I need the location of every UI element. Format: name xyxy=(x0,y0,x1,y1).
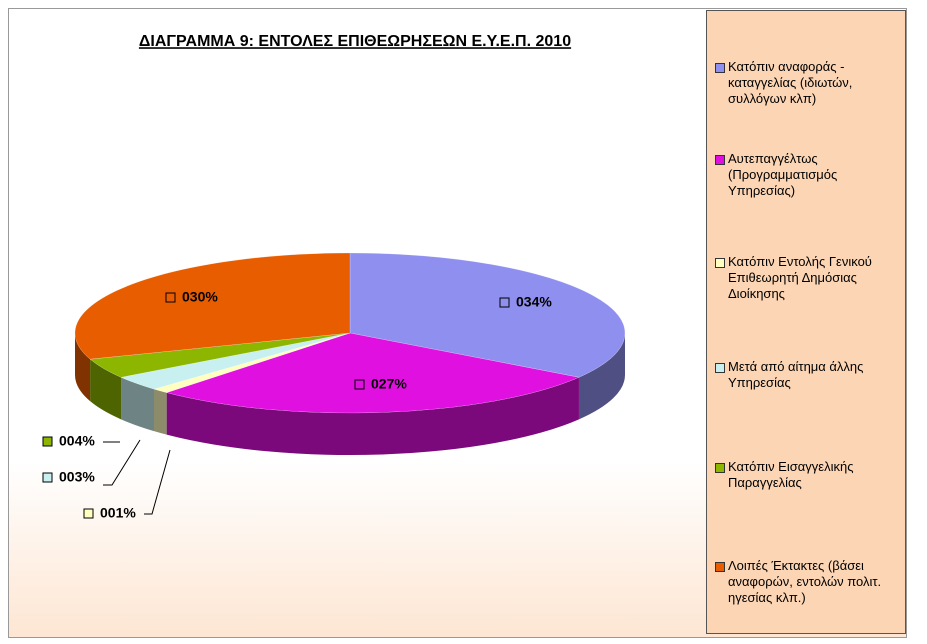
legend-swatch xyxy=(715,363,725,373)
legend-entry: Κατόπιν Εντολής Γενικού Επιθεωρητή Δημόσ… xyxy=(715,254,901,302)
data-label: 004% xyxy=(59,433,95,449)
slice-side xyxy=(90,359,122,420)
legend-label: Αυτεπαγγέλτως (Προγραμματισμός Υπηρεσίας… xyxy=(728,151,838,198)
leader-line xyxy=(144,449,171,515)
label-swatch xyxy=(42,472,53,483)
slice xyxy=(74,252,351,360)
legend-entry: Αυτεπαγγέλτως (Προγραμματισμός Υπηρεσίας… xyxy=(715,151,901,199)
slice xyxy=(120,332,351,390)
slice-side xyxy=(166,377,579,455)
slice-side xyxy=(121,377,155,432)
slice-side xyxy=(578,333,625,420)
legend-entry: Λοιπές Έκτακτες (βάσει αναφορών, εντολών… xyxy=(715,558,901,606)
data-label: 003% xyxy=(59,469,95,485)
leader-line xyxy=(103,439,141,486)
legend-label: Κατόπιν Εντολής Γενικού Επιθεωρητή Δημόσ… xyxy=(728,254,872,301)
slice xyxy=(349,252,626,378)
legend-swatch xyxy=(715,155,725,165)
legend-label: Κατόπιν Εισαγγελικής Παραγγελίας xyxy=(728,459,854,490)
slice-side xyxy=(154,389,167,435)
label-swatch xyxy=(83,508,94,519)
data-label: 030% xyxy=(182,289,218,305)
legend-swatch xyxy=(715,63,725,73)
label-swatch xyxy=(499,297,510,308)
data-label: 001% xyxy=(100,505,136,521)
legend-entry: Μετά από αίτημα άλλης Υπηρεσίας xyxy=(715,359,901,391)
slice xyxy=(165,332,580,414)
legend-swatch xyxy=(715,258,725,268)
label-swatch xyxy=(354,379,365,390)
legend-label: Λοιπές Έκτακτες (βάσει αναφορών, εντολών… xyxy=(728,558,882,605)
legend-entry: Κατόπιν Εισαγγελικής Παραγγελίας xyxy=(715,459,901,491)
legend-swatch xyxy=(715,562,725,572)
legend: Κατόπιν αναφοράς - καταγγελίας (ιδιωτών,… xyxy=(706,10,906,634)
label-swatch xyxy=(165,292,176,303)
chart-title: ΔΙΑΓΡΑΜΜΑ 9: ΕΝΤΟΛΕΣ ΕΠΙΘΕΩΡΗΣΕΩΝ Ε.Υ.Ε.… xyxy=(139,33,571,50)
label-swatch xyxy=(42,436,53,447)
slice xyxy=(153,332,351,393)
data-label: 034% xyxy=(516,294,552,310)
data-label: 027% xyxy=(371,376,407,392)
legend-swatch xyxy=(715,463,725,473)
slice xyxy=(89,332,351,378)
slice-side xyxy=(75,333,91,402)
legend-label: Κατόπιν αναφοράς - καταγγελίας (ιδιωτών,… xyxy=(728,59,853,106)
legend-entry: Κατόπιν αναφοράς - καταγγελίας (ιδιωτών,… xyxy=(715,59,901,107)
legend-label: Μετά από αίτημα άλλης Υπηρεσίας xyxy=(728,359,864,390)
